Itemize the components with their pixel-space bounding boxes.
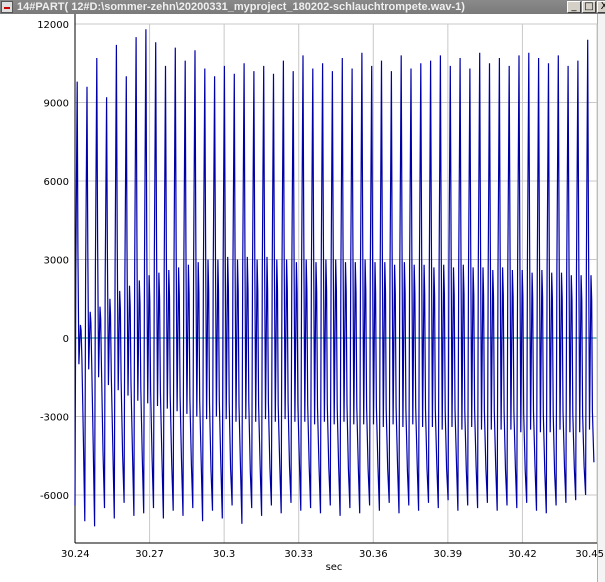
x-tick-label: 30.42 [508, 549, 537, 560]
y-tick-label: 0 [63, 334, 69, 345]
waveform-series [74, 29, 595, 527]
x-tick-label: 30.39 [434, 549, 463, 560]
window-title: 14#PART( 12#D:\sommer-zehn\20200331_mypr… [17, 1, 465, 13]
restore-button[interactable]: □ [582, 1, 596, 13]
y-tick-label: 6000 [44, 177, 69, 188]
y-tick-label: 3000 [44, 256, 69, 267]
minimize-button[interactable]: _ [567, 1, 581, 13]
y-tick-label: -3000 [40, 413, 69, 424]
y-tick-label: -6000 [40, 491, 69, 502]
x-tick-label: 30.33 [284, 549, 313, 560]
close-button[interactable]: X [597, 1, 605, 13]
y-tick-label: 12000 [37, 20, 69, 31]
x-axis-label: sec [326, 562, 343, 573]
x-tick-label: 30.45 [575, 549, 604, 560]
x-tick-label: 30.27 [135, 549, 164, 560]
y-tick-label: 9000 [44, 99, 69, 110]
chart-ticks: 12000 9000 6000 3000 0 -3000 -6000 30.24 30.27 30… [37, 20, 604, 560]
x-tick-label: 30.24 [61, 549, 90, 560]
x-tick-label: 30.36 [359, 549, 388, 560]
waveform-line [74, 29, 595, 527]
x-tick-label: 30.3 [213, 549, 235, 560]
window-titlebar[interactable]: 14#PART( 12#D:\sommer-zehn\20200331_mypr… [0, 0, 605, 14]
app-icon[interactable] [1, 1, 13, 13]
